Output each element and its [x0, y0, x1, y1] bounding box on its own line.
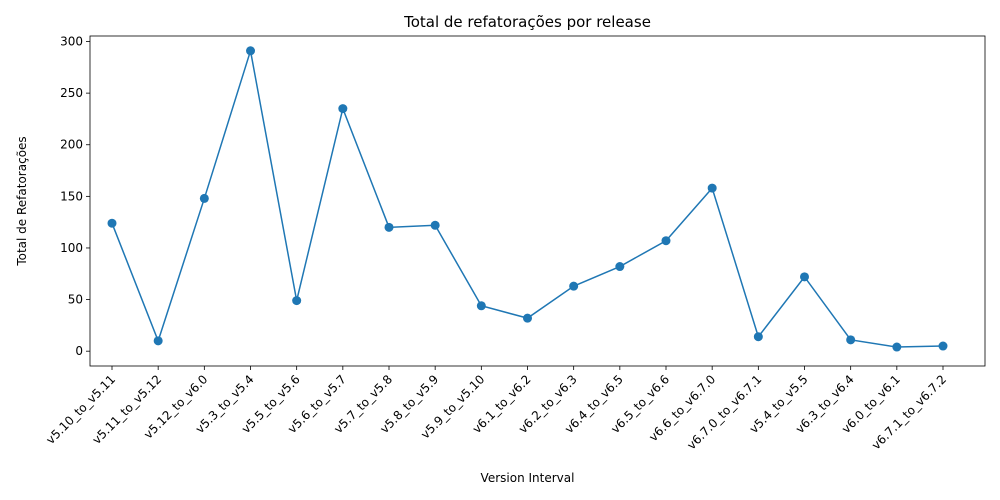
x-axis-ticks: v5.10_to_v5.11v5.11_to_v5.12v5.12_to_v6.… [43, 366, 949, 452]
data-points [107, 46, 948, 352]
data-point [892, 342, 902, 352]
y-axis-ticks: 0 50 100 150 200 250 300 [60, 35, 90, 358]
y-tick-label: 50 [68, 293, 83, 307]
y-tick-label: 150 [60, 189, 83, 203]
y-tick-label: 250 [60, 86, 83, 100]
y-tick-label: 200 [60, 138, 83, 152]
y-tick-label: 100 [60, 241, 83, 255]
data-point [615, 262, 625, 272]
y-tick-label: 300 [60, 35, 83, 49]
data-point [661, 236, 671, 246]
x-axis-label: Version Interval [481, 471, 575, 485]
data-point [384, 222, 394, 232]
data-point [246, 46, 255, 56]
data-point [199, 193, 209, 203]
data-point [107, 218, 117, 228]
plot-frame [89, 35, 986, 367]
y-axis-label: Total de Refatorações [15, 136, 29, 266]
data-point [292, 296, 302, 306]
data-point [800, 272, 809, 282]
data-point [938, 341, 948, 351]
data-point [430, 220, 440, 230]
data-point [523, 313, 532, 323]
data-point [569, 281, 579, 291]
data-point [707, 183, 717, 193]
data-point [846, 335, 856, 345]
data-point [153, 336, 163, 346]
data-point [476, 301, 486, 311]
series-line [111, 50, 944, 348]
data-point [338, 104, 348, 114]
y-tick-label: 0 [75, 344, 83, 358]
chart-title: Total de refatorações por release [403, 13, 651, 31]
data-point [753, 332, 763, 342]
